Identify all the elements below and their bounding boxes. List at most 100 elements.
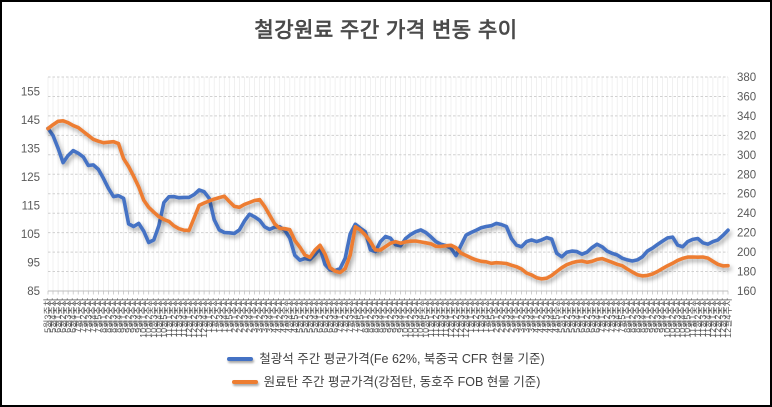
- svg-text:12월4주차: 12월4주차: [198, 297, 209, 338]
- svg-text:2월1주차: 2월1주차: [228, 297, 239, 333]
- svg-text:11월1주차: 11월1주차: [163, 297, 174, 337]
- svg-text:4월2주차: 4월2주차: [536, 297, 547, 333]
- svg-text:5월2주차: 5월2주차: [561, 297, 572, 333]
- svg-text:10월3주차: 10월3주차: [148, 297, 159, 338]
- svg-text:1월5주차: 1월5주차: [223, 297, 234, 333]
- svg-text:2월3주차: 2월3주차: [500, 297, 511, 333]
- svg-text:12월1주차: 12월1주차: [707, 297, 718, 338]
- svg-text:9월1주차: 9월1주차: [380, 297, 391, 333]
- svg-text:10월5주차: 10월5주차: [158, 297, 169, 338]
- legend-item-coking-coal: 원료탄 주간 평균가격(강점탄, 동호주 FOB 현물 기준): [231, 372, 540, 392]
- svg-text:7월4주차: 7월4주차: [349, 297, 360, 333]
- svg-text:8월4주차: 8월4주차: [636, 297, 647, 333]
- svg-text:9월1주차: 9월1주차: [641, 297, 652, 333]
- svg-text:1월1주차: 1월1주차: [203, 297, 214, 333]
- svg-text:11월1주차: 11월1주차: [425, 297, 436, 337]
- svg-text:8월3주차: 8월3주차: [369, 297, 380, 333]
- svg-text:8월2주차: 8월2주차: [364, 297, 375, 333]
- svg-text:1월2주차: 1월2주차: [470, 297, 481, 333]
- svg-text:4월1주차: 4월1주차: [269, 297, 280, 333]
- svg-text:3월1주차: 3월1주차: [249, 297, 260, 333]
- svg-text:2월3주차: 2월3주차: [238, 297, 249, 333]
- svg-text:8월1주차: 8월1주차: [97, 297, 108, 333]
- svg-text:7월5주차: 7월5주차: [616, 297, 627, 333]
- svg-text:11월2주차: 11월2주차: [692, 297, 703, 337]
- svg-text:280: 280: [737, 169, 756, 181]
- svg-text:5월3주차: 5월3주차: [566, 297, 577, 333]
- svg-text:6월4주차: 6월4주차: [67, 297, 78, 333]
- svg-text:1월1주차: 1월1주차: [465, 297, 476, 333]
- svg-text:9월2주차: 9월2주차: [123, 297, 134, 333]
- svg-text:10월1주차: 10월1주차: [400, 297, 411, 338]
- legend-label-iron-ore: 철광석 주간 평균가격(Fe 62%, 북중국 CFR 현물 기준): [259, 352, 545, 366]
- svg-text:10월3주차: 10월3주차: [672, 297, 683, 338]
- svg-text:10월4주차: 10월4주차: [677, 297, 688, 338]
- svg-text:11월3주차: 11월3주차: [435, 297, 446, 337]
- svg-text:10월2주차: 10월2주차: [143, 297, 154, 338]
- svg-text:4월5주차: 4월5주차: [551, 297, 562, 333]
- svg-text:10월1주차: 10월1주차: [138, 297, 149, 338]
- svg-text:135: 135: [21, 143, 40, 155]
- svg-text:5월4주차: 5월4주차: [571, 297, 582, 333]
- svg-text:7월3주차: 7월3주차: [606, 297, 617, 333]
- svg-text:85: 85: [27, 286, 40, 298]
- svg-text:8월2주차: 8월2주차: [102, 297, 113, 333]
- svg-text:12월2주차: 12월2주차: [188, 297, 199, 338]
- svg-text:9월2주차: 9월2주차: [385, 297, 396, 333]
- svg-text:5월3주차: 5월3주차: [304, 297, 315, 333]
- svg-text:10월2주차: 10월2주차: [405, 297, 416, 338]
- svg-text:220: 220: [737, 228, 756, 240]
- svg-text:3월3주차: 3월3주차: [521, 297, 532, 333]
- svg-text:1월4주차: 1월4주차: [480, 297, 491, 333]
- svg-text:1월5주차: 1월5주차: [485, 297, 496, 333]
- svg-text:4월3주차: 4월3주차: [279, 297, 290, 333]
- svg-text:1월4주차: 1월4주차: [218, 297, 229, 333]
- iron-ore-line-swatch-icon: [227, 357, 254, 361]
- svg-text:3월1주차: 3월1주차: [510, 297, 521, 333]
- svg-text:11월4주차: 11월4주차: [702, 297, 713, 337]
- svg-text:9월3주차: 9월3주차: [390, 297, 401, 333]
- svg-text:7월4주차: 7월4주차: [87, 297, 98, 333]
- svg-text:4월1주차: 4월1주차: [531, 297, 542, 333]
- svg-text:8월3주차: 8월3주차: [631, 297, 642, 333]
- svg-text:12월2주차: 12월2주차: [450, 297, 461, 338]
- svg-text:4월4주차: 4월4주차: [546, 297, 557, 333]
- svg-text:1월3주차: 1월3주차: [475, 297, 486, 333]
- chart-title: 철강원료 주간 가격 변동 추이: [254, 19, 518, 42]
- svg-text:10월1주차: 10월1주차: [662, 297, 673, 338]
- svg-text:180: 180: [737, 267, 756, 279]
- svg-text:3월4주차: 3월4주차: [526, 297, 537, 333]
- svg-text:5월2주차: 5월2주차: [299, 297, 310, 333]
- svg-text:95: 95: [27, 258, 40, 270]
- svg-text:380: 380: [737, 72, 756, 84]
- svg-text:4월2주차: 4월2주차: [274, 297, 285, 333]
- svg-text:12월2주차: 12월2주차: [712, 297, 723, 338]
- svg-text:115: 115: [22, 200, 40, 212]
- svg-text:7월2주차: 7월2주차: [339, 297, 350, 333]
- svg-text:2월4주차: 2월4주차: [244, 297, 255, 333]
- svg-text:6월4주차: 6월4주차: [329, 297, 340, 333]
- svg-text:200: 200: [737, 247, 756, 259]
- svg-text:11월4주차: 11월4주차: [178, 297, 189, 337]
- svg-text:1월3주차: 1월3주차: [213, 297, 224, 333]
- svg-text:3월3주차: 3월3주차: [259, 297, 270, 333]
- legend-item-iron-ore: 철광석 주간 평균가격(Fe 62%, 북중국 CFR 현물 기준): [227, 349, 545, 369]
- svg-text:11월3주차: 11월3주차: [173, 297, 184, 337]
- svg-text:9월4주차: 9월4주차: [657, 297, 668, 333]
- svg-text:320: 320: [737, 130, 756, 142]
- svg-text:12월4주차: 12월4주차: [722, 297, 733, 338]
- svg-text:360: 360: [737, 92, 756, 104]
- svg-text:6월1주차: 6월1주차: [314, 297, 325, 333]
- svg-text:5월3주차: 5월3주차: [42, 297, 53, 333]
- svg-text:12월1주차: 12월1주차: [183, 297, 194, 338]
- svg-text:105: 105: [21, 229, 40, 241]
- svg-text:11월1주차: 11월1주차: [687, 297, 698, 337]
- svg-text:7월2주차: 7월2주차: [601, 297, 612, 333]
- svg-text:9월4주차: 9월4주차: [133, 297, 144, 333]
- svg-text:12월3주차: 12월3주차: [193, 297, 204, 338]
- svg-text:10월4주차: 10월4주차: [415, 297, 426, 338]
- svg-text:125: 125: [21, 172, 40, 184]
- svg-text:6월3주차: 6월3주차: [586, 297, 597, 333]
